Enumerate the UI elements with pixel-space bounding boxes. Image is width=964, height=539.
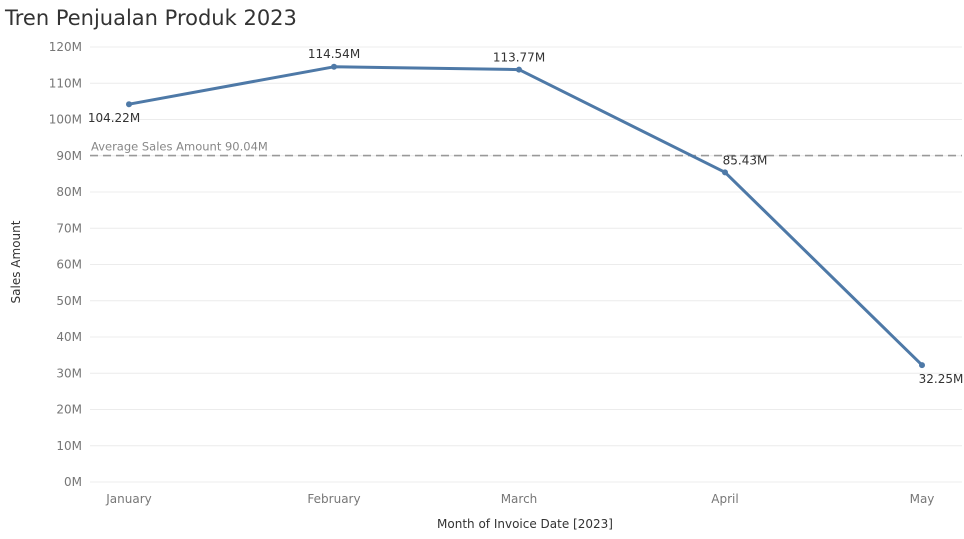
data-point[interactable]	[516, 66, 522, 73]
y-tick-label: 90M	[56, 149, 82, 163]
y-tick-label: 60M	[56, 258, 82, 272]
data-point[interactable]	[126, 101, 132, 108]
y-tick-label: 50M	[56, 294, 82, 308]
y-tick-label: 40M	[56, 330, 82, 344]
x-axis-title: Month of Invoice Date [2023]	[437, 517, 613, 531]
y-tick-label: 120M	[49, 40, 82, 54]
y-tick-label: 80M	[56, 185, 82, 199]
data-label: 113.77M	[493, 51, 545, 65]
reference-line-group: Average Sales Amount 90.04M	[90, 140, 962, 157]
series-group: 104.22M 114.54M 113.77M 85.43M 32.25M	[88, 47, 964, 386]
data-label: 114.54M	[308, 47, 360, 61]
y-axis-ticks: 0M 10M 20M 30M 40M 50M 60M 70M 80M 90M 100M 110M 120…	[49, 40, 82, 489]
y-tick-label: 0M	[64, 475, 82, 489]
data-point[interactable]	[722, 169, 728, 176]
x-tick-label: January	[105, 492, 152, 506]
y-tick-label: 20M	[56, 403, 82, 417]
x-tick-label: April	[711, 492, 738, 506]
gridlines	[90, 46, 962, 483]
data-label: 104.22M	[88, 111, 140, 125]
data-point[interactable]	[331, 63, 337, 70]
series-line	[127, 65, 924, 367]
data-point[interactable]	[919, 362, 925, 369]
reference-line-label: Average Sales Amount 90.04M	[91, 140, 268, 154]
y-tick-label: 100M	[49, 113, 82, 127]
y-tick-label: 70M	[56, 221, 82, 235]
x-axis-ticks: January February March April May	[105, 492, 934, 506]
x-tick-label: May	[910, 492, 935, 506]
y-tick-label: 110M	[49, 76, 82, 90]
y-axis-title: Sales Amount	[9, 220, 23, 303]
y-tick-label: 10M	[56, 439, 82, 453]
x-tick-label: March	[501, 492, 538, 506]
data-label: 32.25M	[919, 372, 964, 386]
x-tick-label: February	[307, 492, 360, 506]
data-label: 85.43M	[723, 153, 768, 167]
y-tick-label: 30M	[56, 366, 82, 380]
chart-title: Tren Penjualan Produk 2023	[5, 6, 297, 30]
